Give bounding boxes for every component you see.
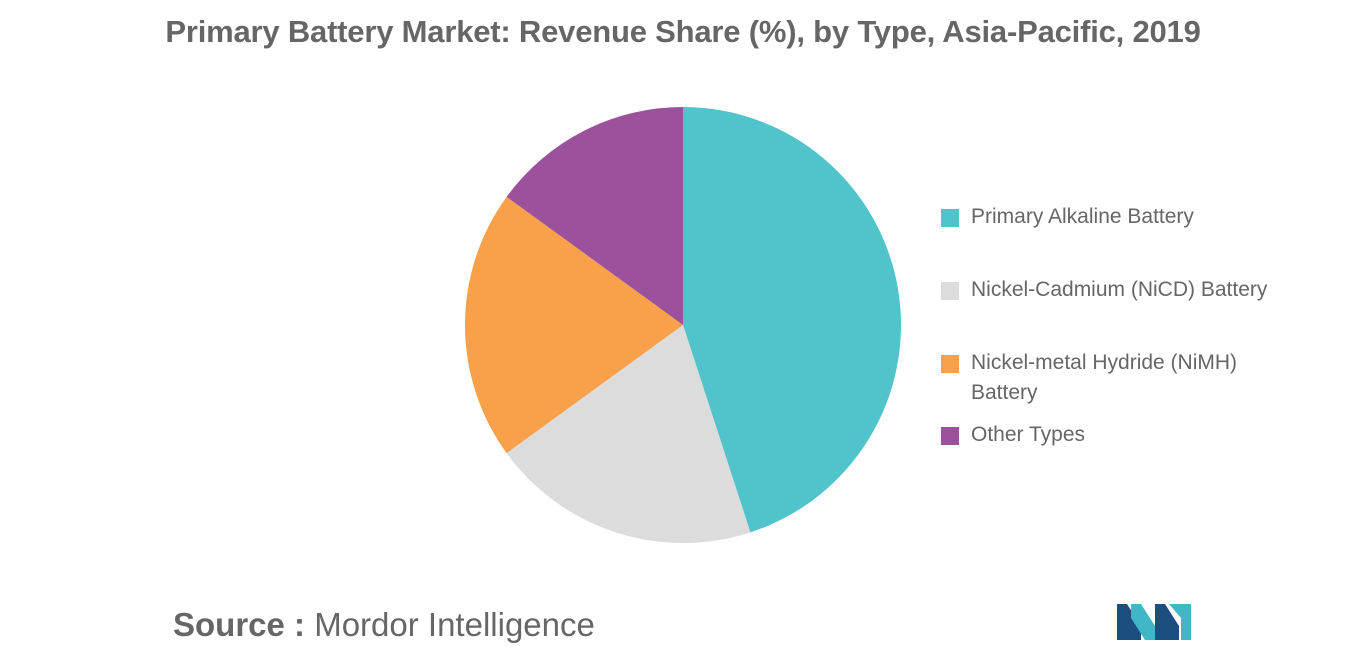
source-text: Mordor Intelligence (314, 606, 595, 643)
logo-shape (1169, 604, 1191, 640)
source-line: Source : Mordor Intelligence (173, 606, 595, 644)
legend-label: Primary Alkaline Battery (971, 205, 1194, 228)
legend-swatch (941, 427, 959, 445)
source-label: Source : (173, 606, 306, 643)
logo-shape (1131, 604, 1155, 640)
slice-other (506, 107, 683, 325)
legend-label: Other Types (971, 423, 1086, 446)
slice-primary-alkaline (683, 107, 902, 533)
legend-swatch (941, 282, 959, 300)
pie-slices (464, 107, 902, 544)
logo-shape (1117, 604, 1141, 640)
logo-shape (1155, 604, 1179, 640)
legend-swatch (941, 355, 959, 373)
legend-label: Nickel-metal Hydride (NiMH) Battery (971, 351, 1238, 404)
slice-nicd (506, 325, 751, 544)
slice-nimh (464, 196, 683, 454)
legend-item-nicd: Nickel-Cadmium (NiCD) Battery (941, 275, 1351, 305)
legend-swatch (941, 209, 959, 227)
legend-item-primary-alkaline: Primary Alkaline Battery (941, 202, 1351, 232)
mordor-intelligence-logo (1117, 604, 1191, 640)
chart-title: Primary Battery Market: Revenue Share (%… (165, 14, 1201, 49)
legend-item-other: Other Types (941, 420, 1351, 450)
legend-label: Nickel-Cadmium (NiCD) Battery (971, 278, 1268, 301)
legend-item-nimh: Nickel-metal Hydride (NiMH) Battery (941, 348, 1291, 408)
